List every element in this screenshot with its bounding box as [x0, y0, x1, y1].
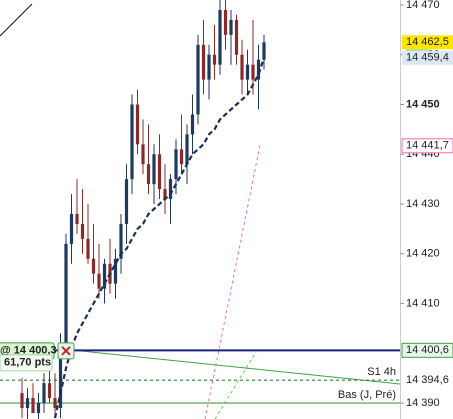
current-price: 14 462,5 [406, 36, 449, 48]
candle-body [245, 64, 250, 80]
candle-body [47, 383, 52, 399]
level-name: S1 4h [367, 366, 396, 378]
y-tick-label: 14 390 [406, 397, 440, 409]
candle-body [168, 179, 173, 200]
candle-body [91, 258, 96, 274]
candle-body [256, 59, 261, 80]
candle-body [223, 9, 228, 35]
candle-body [174, 149, 178, 180]
candle-body [141, 144, 145, 165]
candle-body [207, 54, 211, 80]
trend-price: 14 441,7 [406, 140, 449, 152]
candle-body [42, 383, 46, 404]
candle-body [196, 44, 200, 115]
price-badge [401, 342, 453, 358]
trend-line [214, 351, 257, 419]
price-label: 14 394,6 [406, 374, 449, 386]
y-tick-label: 14 420 [406, 248, 440, 260]
candle-body [240, 54, 244, 80]
level-name: Bas (J, Pré) [338, 389, 396, 401]
candle-body [152, 154, 156, 185]
candle-body [25, 398, 30, 409]
order-label: @ 14 400,3 [0, 345, 57, 357]
candle-body [212, 54, 217, 65]
candle-body [113, 258, 118, 284]
candle-body [135, 104, 140, 145]
support-line [61, 348, 401, 385]
candle-body [218, 9, 222, 65]
distance-badge [0, 354, 53, 372]
trend-price-bg [401, 138, 453, 154]
candle-body [69, 213, 74, 244]
candle-body [64, 243, 68, 344]
candle-body [53, 398, 57, 409]
candle-body [234, 19, 239, 55]
candle-body [97, 273, 101, 289]
candle-body [262, 42, 266, 60]
candle-body [124, 179, 129, 224]
candle-body [119, 223, 123, 259]
drawing-line [0, 3, 33, 37]
candle-body [80, 223, 85, 239]
candle-body [163, 189, 167, 200]
y-tick-label: 14 450 [406, 98, 440, 110]
candle-body [185, 134, 189, 165]
ma-price: 14 459,4 [406, 52, 449, 64]
candle-body [86, 238, 90, 259]
close-icon [61, 346, 71, 356]
candle-body [201, 44, 206, 80]
moving-average [53, 57, 266, 419]
ma-price-bg [402, 50, 453, 65]
candle-body [102, 263, 107, 289]
candle-body [130, 104, 134, 180]
candle-body [157, 154, 162, 190]
candle-body [179, 149, 184, 165]
y-tick-label: 14 430 [406, 198, 440, 210]
candle-body [146, 164, 151, 185]
candle-body [229, 19, 233, 35]
candle-body [190, 114, 195, 135]
current-price-bg [402, 35, 453, 50]
y-tick-label: 14 470 [406, 0, 440, 11]
candle-body [31, 398, 35, 414]
trend-line [204, 144, 261, 419]
candle-body [75, 213, 79, 224]
candle-body [36, 403, 41, 414]
distance-label: 61,70 pts [4, 357, 51, 369]
candle-body [58, 343, 63, 409]
price-badge [402, 373, 453, 388]
y-tick-label: 14 410 [406, 297, 440, 309]
candle-body [20, 393, 24, 409]
candle-body [251, 64, 255, 80]
price-label: 14 400,6 [406, 344, 449, 356]
